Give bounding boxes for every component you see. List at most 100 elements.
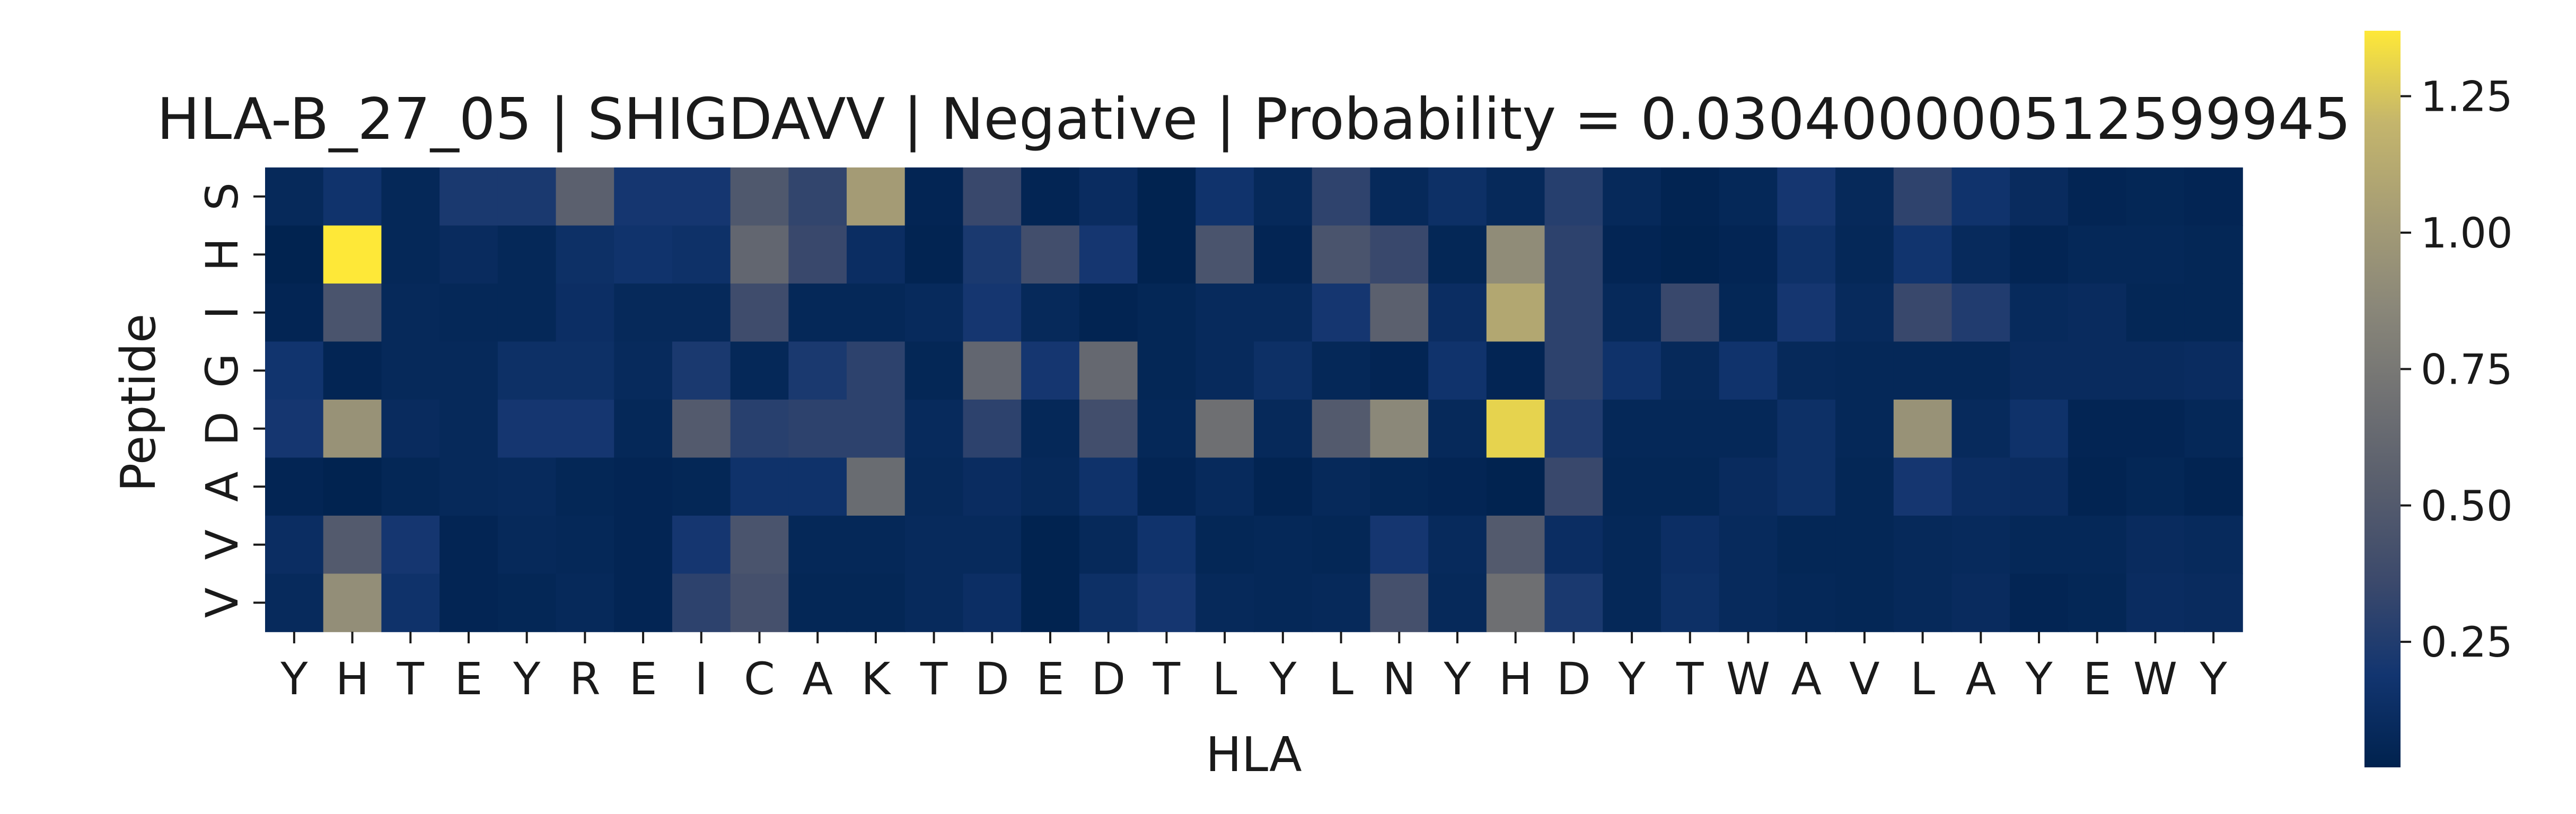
- heatmap-cell: [1370, 516, 1429, 574]
- heatmap-cell: [847, 225, 905, 284]
- heatmap-cell: [1603, 341, 1661, 400]
- heatmap-cell: [847, 167, 905, 226]
- heatmap-cell: [1835, 457, 1894, 516]
- heatmap-cell: [614, 167, 673, 226]
- x-tick-label: L: [1329, 653, 1353, 705]
- heatmap-cell: [672, 167, 731, 226]
- heatmap-cell: [556, 516, 615, 574]
- heatmap-cell: [1660, 573, 1720, 632]
- heatmap-cell: [1544, 225, 1604, 284]
- y-tick-label: I: [196, 306, 248, 319]
- heatmap-cell: [1486, 573, 1545, 632]
- heatmap-cell: [730, 516, 789, 574]
- heatmap-cell: [1777, 341, 1836, 400]
- heatmap-cell: [1719, 341, 1778, 400]
- heatmap-cell: [788, 225, 847, 284]
- y-tick-label: A: [196, 472, 248, 502]
- colorbar-ticks: 0.25 0.50 0.75 1.00 1.25: [2401, 74, 2513, 667]
- heatmap-cell: [1486, 225, 1545, 284]
- heatmap-cell: [1893, 400, 1953, 458]
- heatmap-cell: [1719, 225, 1778, 284]
- heatmap-cell: [1428, 225, 1487, 284]
- heatmap-cell: [1544, 167, 1604, 226]
- heatmap-cell: [1021, 167, 1080, 226]
- heatmap-cell: [1254, 167, 1313, 226]
- heatmap-cell: [1544, 400, 1604, 458]
- heatmap-cell: [265, 400, 324, 458]
- heatmap-cell: [1603, 225, 1661, 284]
- heatmap-cell: [2068, 167, 2127, 226]
- heatmap-cell: [904, 457, 964, 516]
- heatmap-cell: [1137, 284, 1197, 342]
- heatmap-cell: [439, 516, 498, 574]
- heatmap-cell: [2184, 225, 2243, 284]
- heatmap-cell: [1079, 573, 1138, 632]
- heatmap-cell: [497, 284, 557, 342]
- colorbar-tick-label: 1.25: [2421, 74, 2513, 121]
- heatmap-cell: [904, 284, 964, 342]
- x-tick-label: N: [1383, 653, 1416, 705]
- heatmap-cell: [1370, 341, 1429, 400]
- heatmap-cell: [1312, 284, 1371, 342]
- heatmap-cell: [1893, 457, 1953, 516]
- heatmap-cell: [265, 457, 324, 516]
- heatmap-cell: [1603, 284, 1661, 342]
- heatmap-cell: [963, 167, 1022, 226]
- heatmap-cell: [1079, 225, 1138, 284]
- heatmap-cell: [1312, 400, 1371, 458]
- heatmap-cell: [1603, 516, 1661, 574]
- heatmap-cell: [1951, 225, 2010, 284]
- heatmap-cell: [1079, 457, 1138, 516]
- heatmap-cell: [265, 341, 324, 400]
- heatmap-cell: [1544, 284, 1604, 342]
- heatmap-cell: [963, 573, 1022, 632]
- heatmap-cell: [672, 284, 731, 342]
- heatmap-cell: [1835, 341, 1894, 400]
- heatmap-cell: [1951, 284, 2010, 342]
- heatmap-cell: [497, 167, 557, 226]
- x-tick-label: V: [1849, 653, 1879, 705]
- heatmap-cell: [1195, 341, 1254, 400]
- heatmap-cell: [439, 400, 498, 458]
- heatmap-cell: [1195, 457, 1254, 516]
- heatmap-cell: [1660, 516, 1720, 574]
- heatmap-cell: [1486, 516, 1545, 574]
- heatmap-cell: [2068, 573, 2127, 632]
- heatmap-cell: [847, 457, 905, 516]
- heatmap-cell: [730, 341, 789, 400]
- heatmap-cell: [1719, 573, 1778, 632]
- x-tick-label: Y: [1617, 653, 1646, 705]
- heatmap-cell: [788, 341, 847, 400]
- heatmap-cell: [2010, 284, 2069, 342]
- heatmap-cell: [2010, 341, 2069, 400]
- heatmap-cell: [1544, 341, 1604, 400]
- heatmap-cell: [1951, 400, 2010, 458]
- x-tick-label: C: [744, 653, 775, 705]
- heatmap-cell: [265, 225, 324, 284]
- heatmap-cell: [1021, 573, 1080, 632]
- x-tick-label: Y: [1269, 653, 1297, 705]
- heatmap-cell: [847, 284, 905, 342]
- heatmap-cell: [439, 167, 498, 226]
- heatmap-cell: [381, 341, 440, 400]
- heatmap-cell: [2010, 457, 2069, 516]
- heatmap-cell: [672, 457, 731, 516]
- y-tick-label: G: [196, 353, 248, 388]
- heatmap-cell: [2068, 284, 2127, 342]
- heatmap-cell: [1137, 400, 1197, 458]
- heatmap-cell: [2184, 167, 2243, 226]
- heatmap-cell: [1951, 516, 2010, 574]
- heatmap-cell: [847, 573, 905, 632]
- heatmap-cell: [1719, 284, 1778, 342]
- x-tick-label: D: [975, 653, 1009, 705]
- heatmap-cell: [1079, 284, 1138, 342]
- heatmap-cell: [2126, 457, 2185, 516]
- heatmap-cell: [1835, 225, 1894, 284]
- heatmap-cell: [381, 225, 440, 284]
- heatmap-cell: [265, 516, 324, 574]
- x-tick-label: Y: [2199, 653, 2227, 705]
- heatmap-cell: [1893, 284, 1953, 342]
- colorbar-tick-label: 1.00: [2421, 210, 2513, 258]
- heatmap-cell: [323, 457, 382, 516]
- y-tick-label: V: [196, 588, 248, 618]
